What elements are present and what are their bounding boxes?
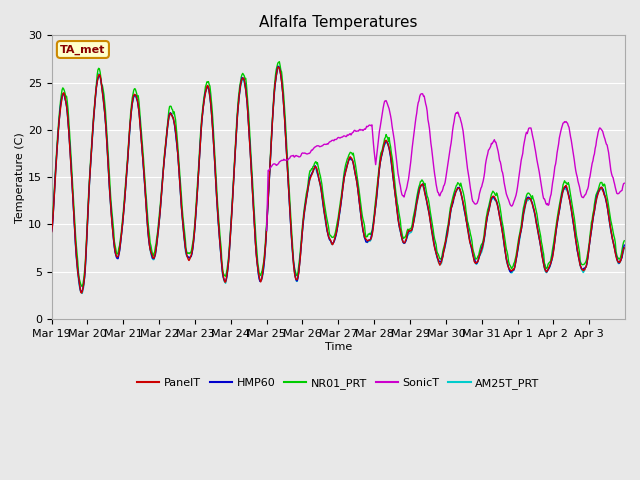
HMP60 bbox=[431, 244, 438, 250]
AM25T_PRT bbox=[221, 279, 228, 285]
PanelT bbox=[77, 290, 85, 296]
HMP60 bbox=[620, 242, 628, 248]
HMP60 bbox=[271, 83, 278, 89]
Text: TA_met: TA_met bbox=[60, 44, 106, 55]
SonicT bbox=[429, 160, 437, 166]
NR01_PRT bbox=[275, 59, 283, 64]
NR01_PRT bbox=[431, 236, 438, 242]
SonicT bbox=[270, 161, 278, 167]
AM25T_PRT bbox=[399, 239, 406, 244]
AM25T_PRT bbox=[116, 248, 124, 253]
NR01_PRT bbox=[48, 222, 56, 228]
HMP60 bbox=[221, 278, 228, 284]
Title: Alfalfa Temperatures: Alfalfa Temperatures bbox=[259, 15, 417, 30]
Line: PanelT: PanelT bbox=[52, 67, 624, 293]
PanelT bbox=[250, 202, 257, 208]
HMP60 bbox=[116, 248, 124, 254]
HMP60 bbox=[275, 63, 282, 69]
PanelT bbox=[620, 245, 628, 251]
AM25T_PRT bbox=[620, 245, 628, 251]
Y-axis label: Temperature (C): Temperature (C) bbox=[15, 132, 25, 223]
NR01_PRT bbox=[250, 191, 257, 197]
Line: SonicT: SonicT bbox=[267, 94, 624, 230]
SonicT bbox=[620, 180, 628, 186]
Legend: PanelT, HMP60, NR01_PRT, SonicT, AM25T_PRT: PanelT, HMP60, NR01_PRT, SonicT, AM25T_P… bbox=[132, 373, 544, 393]
NR01_PRT bbox=[620, 238, 628, 244]
AM25T_PRT bbox=[48, 228, 56, 234]
PanelT bbox=[431, 245, 438, 251]
AM25T_PRT bbox=[275, 64, 282, 70]
PanelT bbox=[221, 279, 228, 285]
PanelT bbox=[399, 238, 406, 243]
SonicT bbox=[397, 188, 405, 193]
AM25T_PRT bbox=[250, 204, 257, 209]
NR01_PRT bbox=[271, 78, 278, 84]
AM25T_PRT bbox=[431, 244, 438, 250]
NR01_PRT bbox=[399, 233, 406, 239]
AM25T_PRT bbox=[78, 290, 86, 296]
Line: HMP60: HMP60 bbox=[52, 66, 624, 291]
HMP60 bbox=[48, 228, 56, 234]
AM25T_PRT bbox=[271, 86, 278, 92]
Line: AM25T_PRT: AM25T_PRT bbox=[52, 67, 624, 293]
PanelT bbox=[271, 83, 278, 89]
HMP60 bbox=[399, 238, 406, 243]
PanelT bbox=[48, 229, 56, 235]
X-axis label: Time: Time bbox=[324, 342, 352, 351]
NR01_PRT bbox=[78, 284, 86, 289]
Line: NR01_PRT: NR01_PRT bbox=[52, 61, 624, 287]
PanelT bbox=[274, 64, 282, 70]
HMP60 bbox=[77, 288, 84, 294]
HMP60 bbox=[250, 202, 257, 208]
NR01_PRT bbox=[116, 243, 124, 249]
PanelT bbox=[116, 247, 124, 252]
NR01_PRT bbox=[221, 273, 228, 279]
